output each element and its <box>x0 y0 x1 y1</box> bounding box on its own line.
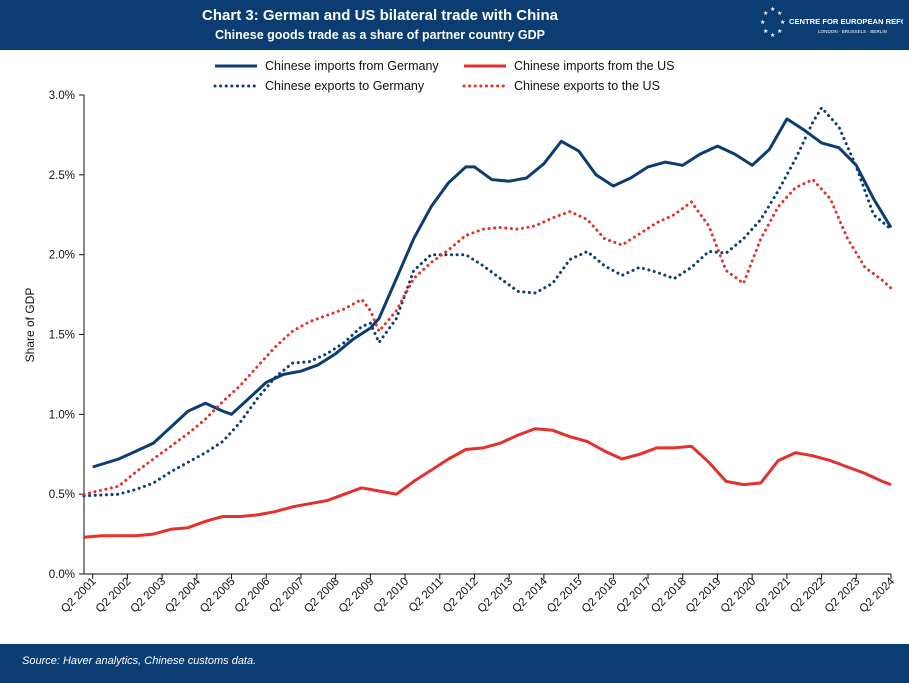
x-tick-label: Q2 2016 <box>580 576 620 616</box>
x-tick-label: Q2 2007 <box>267 576 307 616</box>
legend-label: Chinese exports to the US <box>514 79 660 93</box>
x-tick-label: Q2 2012 <box>441 576 481 616</box>
y-tick-label: 0.5% <box>49 489 75 501</box>
x-tick-label: Q2 2009 <box>337 576 377 616</box>
series-line <box>82 178 893 496</box>
legend-label: Chinese exports to Germany <box>265 79 425 93</box>
x-tick-label: Q2 2004 <box>163 575 203 615</box>
legend-label: Chinese imports from the US <box>514 59 674 73</box>
legend-label: Chinese imports from Germany <box>265 59 439 73</box>
chart-footer: Source: Haver analytics, Chinese customs… <box>0 644 909 683</box>
svg-text:★: ★ <box>777 28 782 35</box>
x-tick-label: Q2 2017 <box>614 576 654 616</box>
y-tick-label: 1.0% <box>49 409 75 421</box>
svg-text:★: ★ <box>770 32 775 39</box>
y-tick-label: 0.0% <box>49 569 75 581</box>
x-tick-label: Q2 2018 <box>649 576 689 616</box>
y-tick-label: 2.5% <box>49 170 75 182</box>
y-axis-title: Share of GDP <box>23 288 37 363</box>
x-tick-label: Q2 2008 <box>302 576 342 616</box>
x-tick-label: Q2 2022 <box>788 576 828 616</box>
svg-text:★: ★ <box>763 28 768 35</box>
chart-legend: Chinese imports from Germany Chinese expo… <box>213 59 674 93</box>
logo-name: CENTRE FOR EUROPEAN REFORM <box>789 17 903 26</box>
x-tick-label: Q2 2014 <box>510 575 550 615</box>
chart-title: Chart 3: German and US bilateral trade w… <box>202 7 558 24</box>
line-chart: Chinese imports from Germany Chinese expo… <box>23 59 898 615</box>
x-tick-label: Q2 2001 <box>59 576 99 616</box>
series-line <box>83 427 892 539</box>
x-tick-label: Q2 2020 <box>719 576 759 616</box>
svg-text:★: ★ <box>763 10 768 17</box>
x-tick-label: Q2 2023 <box>823 576 863 616</box>
x-tick-label: Q2 2011 <box>407 576 446 615</box>
svg-text:★: ★ <box>777 10 782 17</box>
cer-logo: ★ ★ ★ ★ ★ ★ ★ ★ CENTRE FOR EUROPEAN REFO… <box>760 6 903 39</box>
svg-text:★: ★ <box>770 6 775 13</box>
x-tick-label: Q2 2002 <box>94 576 134 616</box>
series-line <box>92 117 893 469</box>
y-tick-label: 1.5% <box>49 330 75 342</box>
x-tick-label: Q2 2010 <box>371 576 411 616</box>
x-tick-label: Q2 2021 <box>753 576 793 616</box>
chart-subtitle: Chinese goods trade as a share of partne… <box>215 28 545 42</box>
logo-cities: LONDON · BRUSSELS · BERLIN <box>818 29 887 34</box>
x-tick-label: Q2 2024 <box>857 575 897 615</box>
svg-text:★: ★ <box>780 19 785 26</box>
y-tick-label: 2.0% <box>49 250 75 262</box>
x-tick-label: Q2 2013 <box>476 576 516 616</box>
x-tick-label: Q2 2003 <box>129 576 169 616</box>
chart-series <box>82 106 893 539</box>
series-line <box>82 106 893 498</box>
x-tick-label: Q2 2006 <box>233 576 273 616</box>
svg-text:★: ★ <box>760 19 765 26</box>
chart-header: Chart 3: German and US bilateral trade w… <box>0 0 909 50</box>
source-note: Source: Haver analytics, Chinese customs… <box>22 655 257 667</box>
x-tick-label: Q2 2019 <box>684 576 724 616</box>
x-tick-label: Q2 2005 <box>198 576 238 616</box>
y-tick-label: 3.0% <box>49 90 75 102</box>
eu-stars-icon: ★ ★ ★ ★ ★ ★ ★ ★ <box>760 6 785 39</box>
x-tick-label: Q2 2015 <box>545 576 585 616</box>
